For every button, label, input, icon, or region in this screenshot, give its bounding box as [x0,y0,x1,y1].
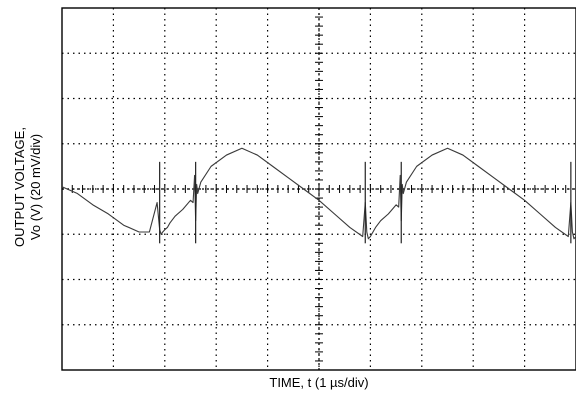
trace-group [61,147,576,244]
y-axis-label-line1: OUTPUT VOLTAGE, [12,127,27,247]
output-voltage-trace [61,147,576,240]
center-axes [62,8,576,370]
plot-area [61,7,576,371]
y-axis-label-line2: Vo (V) (20 mV/div) [28,134,43,240]
x-axis-label: TIME, t (1 µs/div) [269,375,368,390]
